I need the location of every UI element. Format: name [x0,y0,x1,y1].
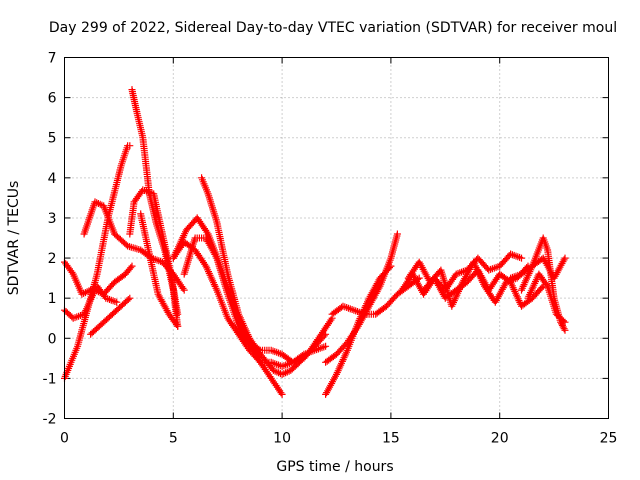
data-point-markers [137,210,182,330]
y-tick-label: 6 [48,91,57,107]
y-tick-label: 5 [48,131,57,147]
data-points [61,86,569,398]
y-tick-label: -1 [43,371,57,387]
x-tick-label: 15 [382,431,400,447]
x-tick-label: 5 [169,431,178,447]
x-tick-label: 0 [60,431,69,447]
y-tick-label: 1 [48,291,57,307]
data-point-markers [126,186,182,318]
series-pass-7 [126,186,182,318]
x-axis-label: GPS time / hours [276,459,393,475]
y-tick-label: 2 [48,251,57,267]
data-point-markers [420,266,547,310]
series-pass-8 [137,210,182,330]
y-tick-label: 3 [48,211,57,227]
x-tick-label: 20 [491,431,509,447]
y-tick-label: 0 [48,331,57,347]
y-tick-labels: -2 -1 0 1 2 3 4 5 6 7 [43,51,57,428]
chart-title: Day 299 of 2022, Sidereal Day-to-day VTE… [49,20,617,36]
series-pass-4 [87,294,134,338]
y-tick-label: 4 [48,171,57,187]
data-point-markers [524,270,569,326]
x-tick-labels: 0 5 10 15 20 25 [60,431,617,447]
series-pass-12 [198,174,336,378]
x-tick-label: 25 [600,431,618,447]
series-pass-18 [420,266,547,310]
series-pass-14 [322,230,401,366]
y-axis-label: SDTVAR / TECUs [6,181,22,296]
x-tick-label: 10 [273,431,291,447]
plot-frame [64,57,609,419]
data-point-markers [322,230,401,366]
data-point-markers [198,174,336,378]
y-tick-label: -2 [43,412,57,428]
data-point-markers [87,294,134,338]
y-tick-label: 7 [48,51,57,67]
series-pass-21 [524,270,569,326]
